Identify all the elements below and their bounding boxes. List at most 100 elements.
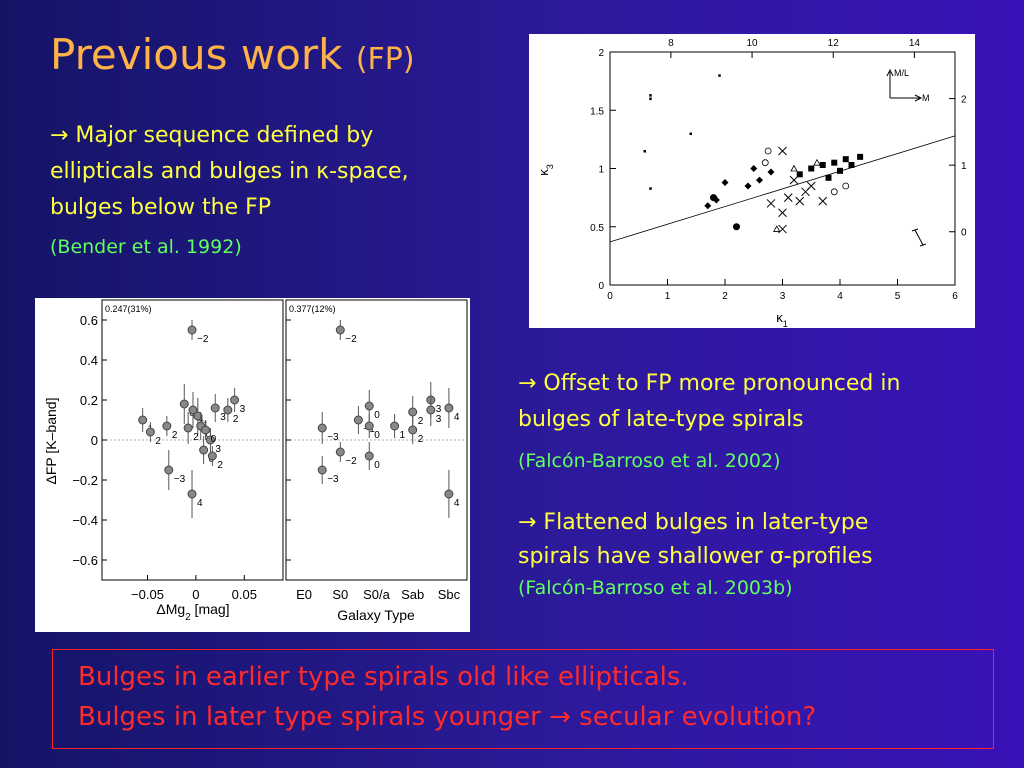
data-point: [761, 159, 769, 167]
data-point: [842, 156, 849, 163]
point-label: 3: [240, 404, 246, 415]
data-point: [444, 489, 454, 499]
data-point: [842, 182, 850, 190]
label-sub: 2: [185, 612, 190, 623]
data-point: [364, 451, 374, 461]
data-point: [825, 174, 832, 181]
y-tick-label: 0: [598, 281, 604, 292]
point-label: −3: [327, 432, 339, 443]
x-tick-label: 4: [837, 291, 843, 302]
x-axis-label: Galaxy Type: [337, 607, 415, 623]
y-tick-label: 0.2: [80, 393, 98, 408]
data-point: [164, 465, 174, 475]
x-tick-label: 0: [192, 587, 199, 602]
y-tick-label: 0.6: [80, 313, 98, 328]
x-tick-label: Sbc: [438, 587, 461, 602]
x-tick-label: −0.05: [131, 587, 164, 602]
y-axis-label: ΔFP [K–band]: [43, 398, 59, 485]
x-tick-label: 2: [722, 291, 728, 302]
data-point: [193, 411, 203, 421]
y-tick-label: 0.4: [80, 353, 98, 368]
data-point: [649, 94, 652, 97]
line: spirals have shallower σ-profiles: [518, 544, 873, 569]
data-point: [187, 325, 197, 335]
data-point: [848, 162, 855, 169]
conclusion: Bulges in later type spirals younger → s…: [78, 702, 817, 732]
point-label: 0: [211, 434, 217, 445]
top-tick-label: 14: [909, 38, 921, 49]
point-label: 4: [454, 412, 460, 423]
data-point: [207, 451, 217, 461]
x-axis-label: κ1: [776, 310, 788, 329]
point-label: 2: [217, 460, 223, 471]
y-tick-label: 0: [91, 433, 98, 448]
inset-label: M: [922, 93, 930, 103]
point-label: −2: [197, 334, 209, 345]
y-tick-label: −0.4: [72, 513, 98, 528]
figure-bg: [35, 298, 470, 632]
label-main: ΔMg: [156, 601, 185, 617]
point-label: 2: [172, 430, 178, 441]
error-bar-symbol: [911, 228, 927, 247]
data-point: [801, 187, 810, 197]
point-label: −3: [174, 474, 186, 485]
data-point: [796, 171, 803, 178]
data-point: [230, 395, 240, 405]
conclusion-box: [52, 649, 994, 749]
data-point: [201, 425, 211, 435]
label-rest: [mag]: [191, 601, 230, 617]
data-point: [750, 165, 758, 172]
panel-note: 0.377(12%): [289, 304, 336, 314]
reference: (Falcón-Barroso et al. 2003b): [518, 577, 793, 599]
data-point: [317, 423, 327, 433]
reference: (Bender et al. 1992): [50, 236, 242, 258]
point-label: 1: [400, 430, 406, 441]
y-axis-label: κ3: [536, 164, 555, 176]
point-label: 0: [374, 410, 380, 421]
figure-bg: [529, 34, 975, 328]
title-main: Previous work: [50, 30, 343, 79]
data-point: [783, 193, 793, 202]
data-point: [210, 403, 220, 413]
data-point: [426, 405, 436, 415]
data-point: [767, 168, 775, 176]
conclusion: Bulges in earlier type spirals old like …: [78, 662, 689, 692]
data-point: [857, 153, 864, 160]
point-label: −2: [345, 456, 357, 467]
top-tick-label: 12: [828, 38, 840, 49]
data-point: [756, 176, 763, 184]
data-point: [444, 403, 454, 413]
data-point: [187, 489, 197, 499]
panel-note: 0.247(31%): [105, 304, 152, 314]
line: bulges of late-type spirals: [518, 407, 804, 432]
top-tick-label: 8: [668, 38, 674, 49]
data-point: [390, 421, 400, 431]
data-point: [162, 421, 172, 431]
x-tick-label: S0: [332, 587, 348, 602]
label-sub: 3: [545, 164, 555, 169]
data-point: [643, 150, 646, 153]
point-label: 0: [206, 430, 212, 441]
label-main: κ: [776, 310, 783, 325]
data-point: [764, 147, 772, 155]
data-point: [183, 423, 193, 433]
data-point: [766, 199, 776, 208]
data-point: [223, 405, 233, 415]
data-point: [818, 196, 828, 206]
data-point: [710, 194, 717, 202]
data-point: [778, 208, 787, 218]
top-tick-label: 10: [746, 38, 758, 49]
point-label: 0: [374, 430, 380, 441]
data-point: [718, 74, 721, 77]
data-point: [808, 165, 815, 172]
x-tick-label: Sab: [401, 587, 424, 602]
y-tick-label: −0.2: [72, 473, 98, 488]
data-point: [179, 399, 189, 409]
data-point: [795, 196, 805, 206]
point-label: 2: [418, 434, 424, 445]
x-tick-label: 5: [895, 291, 901, 302]
point-label: 4: [454, 498, 460, 509]
line: → Major sequence defined by: [50, 123, 374, 148]
right-tick-label: 0: [961, 228, 967, 239]
